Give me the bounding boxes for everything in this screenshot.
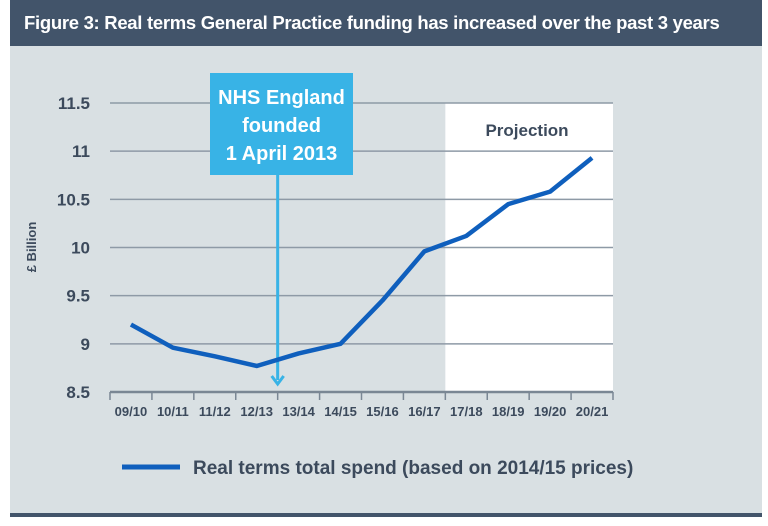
y-tick-label: 9 bbox=[81, 335, 90, 354]
x-tick-label: 09/10 bbox=[115, 404, 148, 419]
x-tick-label: 14/15 bbox=[324, 404, 357, 419]
x-tick-label: 11/12 bbox=[199, 404, 231, 419]
callout-box bbox=[210, 73, 353, 175]
y-axis-label: £ Billion bbox=[24, 222, 39, 273]
y-tick-label: 11 bbox=[72, 142, 90, 161]
y-tick-label: 10.5 bbox=[57, 190, 90, 209]
x-tick-label: 16/17 bbox=[408, 404, 441, 419]
legend-label: Real terms total spend (based on 2014/15… bbox=[193, 458, 633, 479]
y-tick-label: 8.5 bbox=[66, 383, 90, 402]
x-tick-label: 13/14 bbox=[282, 404, 315, 419]
x-tick-label: 19/20 bbox=[534, 404, 567, 419]
callout-text: founded bbox=[242, 115, 321, 137]
bottom-rule bbox=[10, 513, 762, 517]
y-tick-label: 10 bbox=[71, 239, 90, 258]
y-tick-label: 9.5 bbox=[66, 287, 90, 306]
callout-text: NHS England bbox=[218, 87, 345, 109]
x-tick-label: 15/16 bbox=[366, 404, 399, 419]
arrow-down-icon bbox=[270, 375, 285, 387]
x-tick-label: 10/11 bbox=[157, 404, 189, 419]
x-tick-label: 18/19 bbox=[492, 404, 525, 419]
figure-header: Figure 3: Real terms General Practice fu… bbox=[10, 0, 762, 46]
chart-panel bbox=[10, 0, 762, 517]
callout-text: 1 April 2013 bbox=[226, 143, 338, 165]
y-tick-label: 11.5 bbox=[58, 94, 90, 113]
x-tick-label: 17/18 bbox=[450, 404, 483, 419]
figure-title: Figure 3: Real terms General Practice fu… bbox=[24, 12, 720, 33]
x-tick-label: 12/13 bbox=[240, 404, 273, 419]
x-tick-label: 20/21 bbox=[576, 404, 609, 419]
projection-label: Projection bbox=[485, 121, 568, 140]
series-line bbox=[129, 156, 594, 369]
